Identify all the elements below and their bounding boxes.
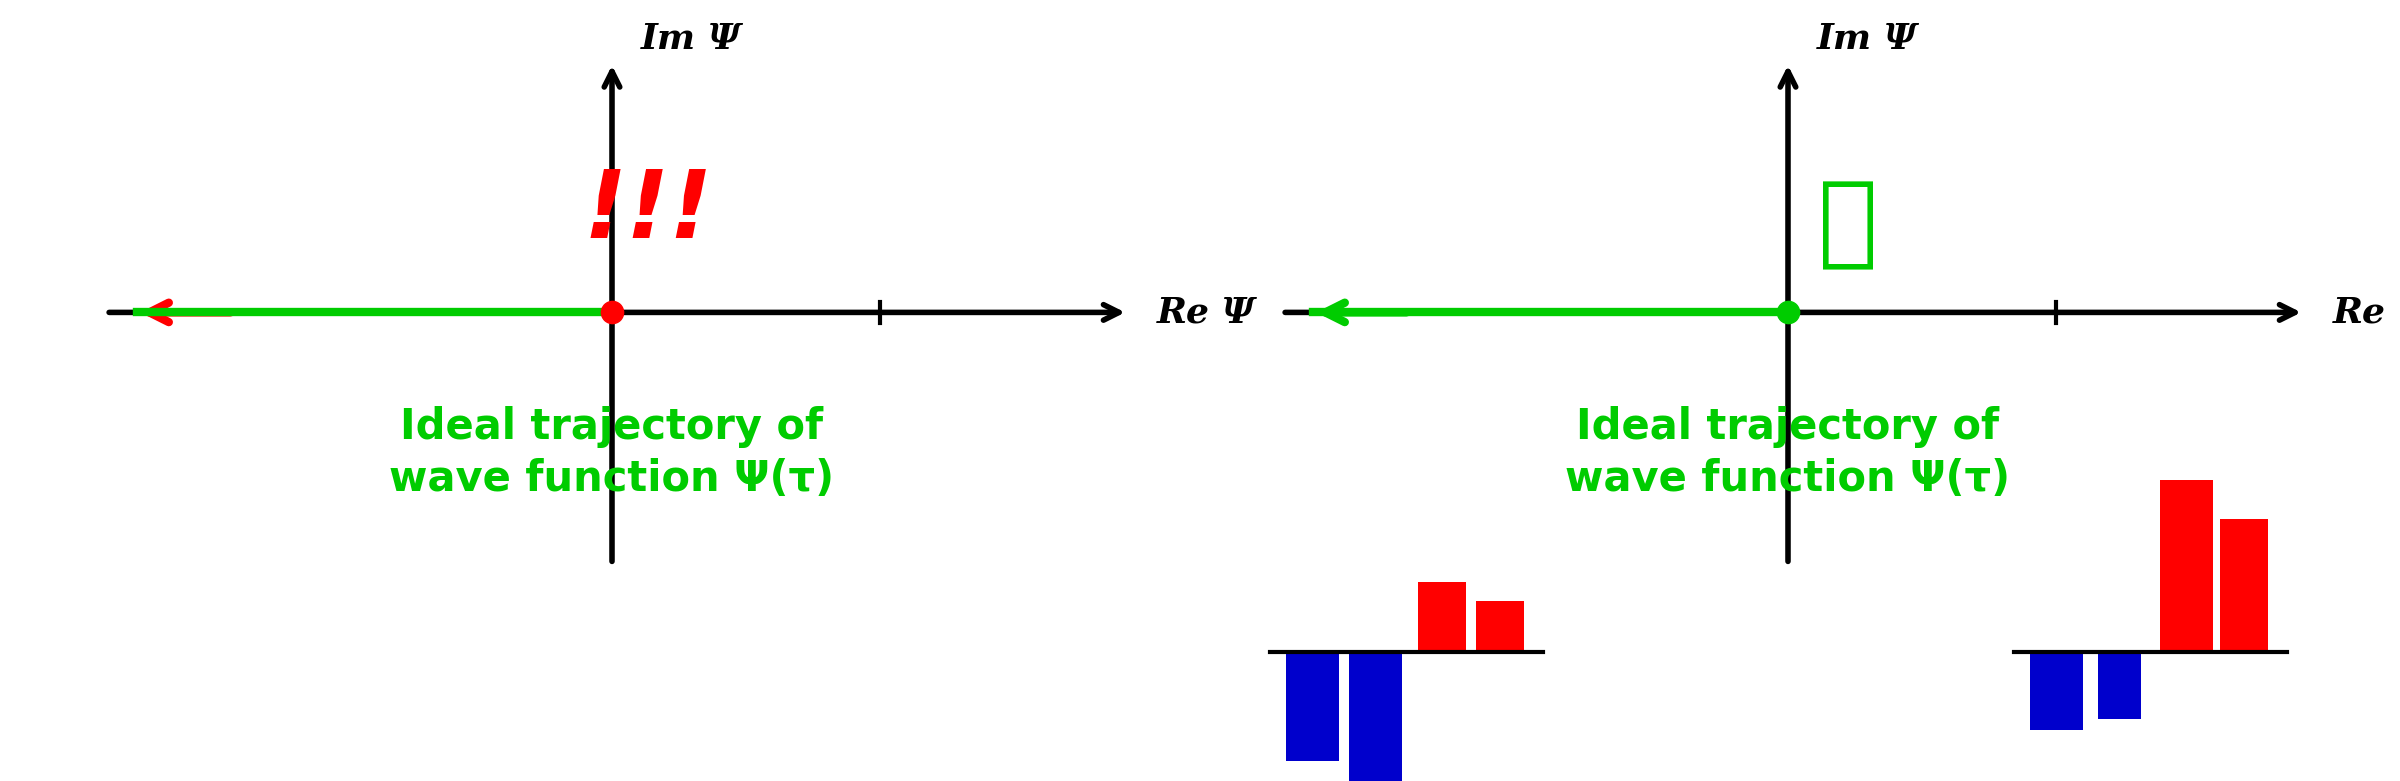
- Bar: [1418, 582, 1466, 652]
- Text: Ideal trajectory of
wave function Ψ(τ): Ideal trajectory of wave function Ψ(τ): [1565, 406, 2011, 500]
- Text: ツ: ツ: [1819, 177, 1879, 273]
- Bar: [1349, 652, 1402, 781]
- Bar: [2030, 652, 2083, 730]
- Text: Im Ψ: Im Ψ: [641, 22, 742, 56]
- Bar: [1286, 652, 1339, 761]
- Text: Re Ψ: Re Ψ: [2333, 295, 2400, 330]
- Text: Re Ψ: Re Ψ: [1157, 295, 1255, 330]
- Bar: [2160, 480, 2213, 652]
- Bar: [1476, 601, 1524, 652]
- Bar: [2220, 519, 2268, 652]
- Text: Ideal trajectory of
wave function Ψ(τ): Ideal trajectory of wave function Ψ(τ): [389, 406, 835, 500]
- Bar: [2098, 652, 2141, 719]
- Text: Im Ψ: Im Ψ: [1817, 22, 1918, 56]
- Text: !!!: !!!: [583, 166, 713, 258]
